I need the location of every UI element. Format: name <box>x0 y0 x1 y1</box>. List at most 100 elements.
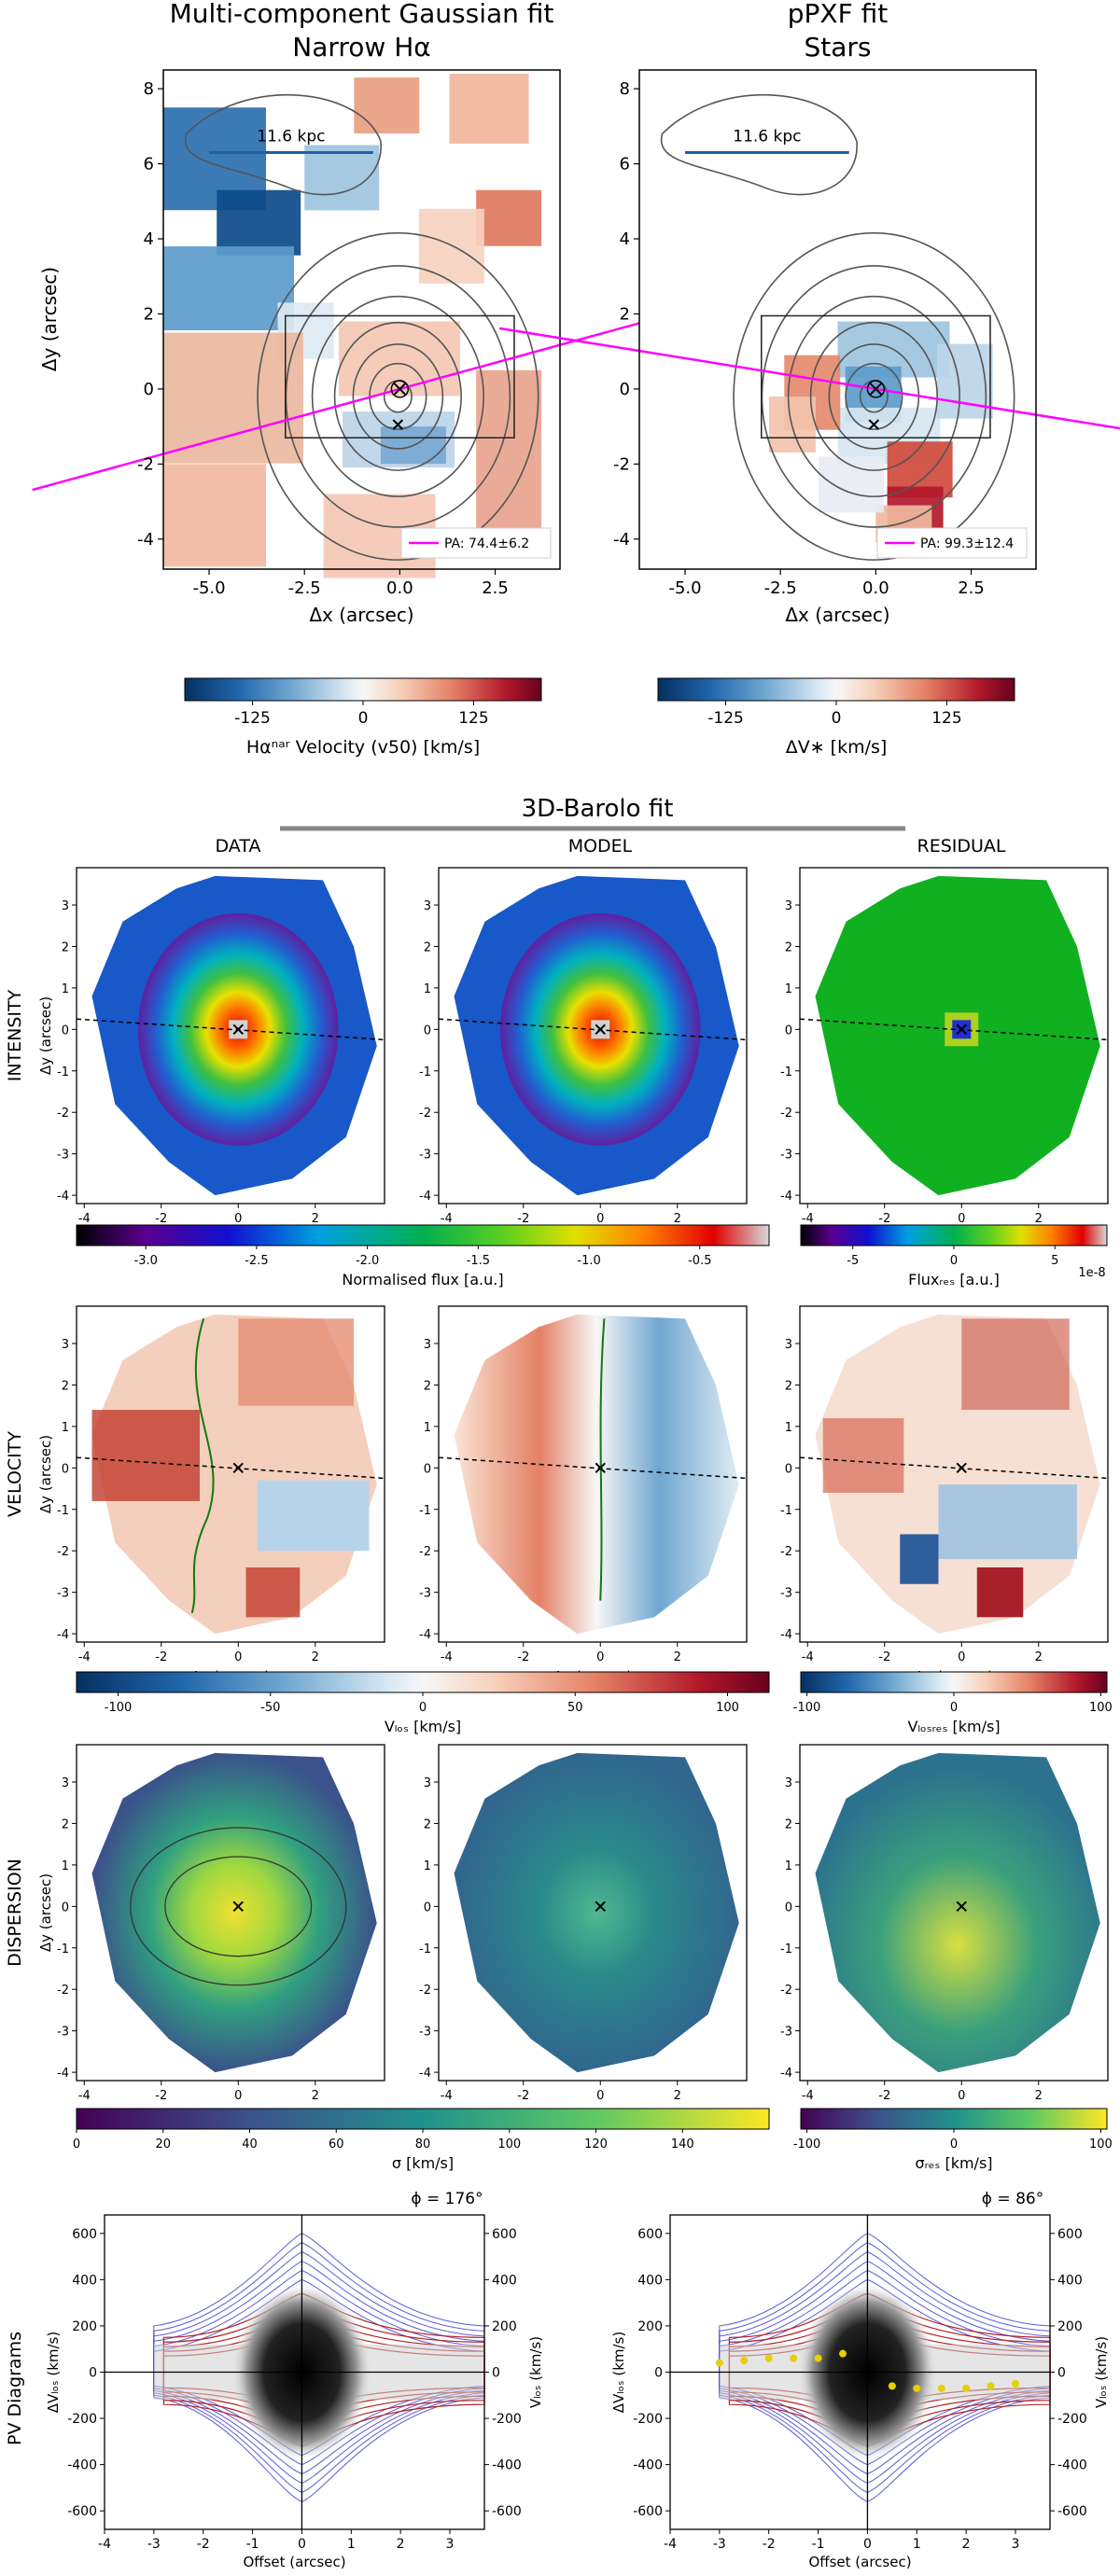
velocity-patch <box>449 74 529 145</box>
colorbar-stars <box>657 677 1015 702</box>
x-tick-label: -2 <box>878 1212 890 1226</box>
y-tick-label: 2 <box>785 940 792 954</box>
x-tick-label: -2 <box>517 1650 529 1664</box>
x-tick-label: -4 <box>78 1650 91 1664</box>
y-tick-label-right: -600 <box>1057 2504 1087 2519</box>
y-tick-label: 0 <box>144 380 154 399</box>
panel-subtitle: Stars <box>804 32 871 63</box>
y-tick-label: 3 <box>62 1776 69 1790</box>
y-tick-label-right: -400 <box>492 2458 522 2473</box>
y-axis-label-right: Vₗₒₛ (km/s) <box>527 2336 544 2408</box>
center-marker <box>956 1462 967 1474</box>
colorbar-tick-label: -1.5 <box>467 1254 490 1268</box>
colorbar-tick-label: 40 <box>242 2137 258 2151</box>
colorbar-tick-label: -1.0 <box>577 1254 600 1268</box>
y-tick-label-right: -200 <box>1057 2412 1087 2427</box>
y-tick-label-right: 200 <box>492 2319 517 2334</box>
x-tick-label: -4 <box>441 2089 453 2103</box>
y-tick-label: -4 <box>780 2067 792 2081</box>
flux-contour <box>257 231 539 561</box>
rotation-curve-point <box>839 2349 847 2358</box>
x-tick-label: -2 <box>878 2089 890 2103</box>
x-tick-label: 0 <box>596 1212 604 1226</box>
y-tick-label: 8 <box>144 79 154 99</box>
colorbar-tick-label: 60 <box>329 2137 344 2151</box>
y-tick-label: 400 <box>637 2273 663 2288</box>
x-tick-label: 0 <box>234 1212 242 1226</box>
y-tick-label: -600 <box>67 2504 97 2519</box>
y-tick-label: -3 <box>57 1587 69 1601</box>
y-tick-label: -600 <box>633 2504 663 2519</box>
colorbar-tick-label: 50 <box>567 1701 583 1715</box>
y-tick-label-right: -600 <box>492 2504 522 2519</box>
panel-frame <box>438 867 748 1204</box>
flux-contour <box>845 362 903 430</box>
x-tick-label: 2.5 <box>482 578 509 598</box>
y-tick-label: 1 <box>62 982 69 996</box>
y-tick-label: -3 <box>419 1149 431 1163</box>
colorbar-tick-label: 5 <box>1051 1254 1058 1268</box>
row-label: DISPERSION <box>5 1859 25 1967</box>
x-tick-label: -1 <box>812 2537 825 2552</box>
y-tick-label: 0 <box>785 1901 792 1915</box>
zero-velocity-contour <box>190 1318 215 1614</box>
y-tick-label: 1 <box>62 1859 69 1873</box>
secondary-marker <box>392 419 404 430</box>
colorbar-tick-label: -100 <box>793 2137 821 2151</box>
y-tick-label: 3 <box>424 899 431 913</box>
y-tick-label: 200 <box>72 2319 97 2334</box>
x-tick-label: -4 <box>78 1212 91 1226</box>
column-header: DATA <box>216 836 261 856</box>
colorbar-tick-label: 140 <box>671 2137 694 2151</box>
x-tick-label: -2 <box>155 1650 167 1664</box>
colorbar-tick-label: -0.5 <box>688 1254 711 1268</box>
res-patch-deepblue <box>900 1534 939 1584</box>
colorbar-tick-label: 0 <box>832 709 842 728</box>
y-tick-label: -3 <box>57 1149 69 1163</box>
kinematic-axis <box>799 1456 1109 1480</box>
y-tick-label-right: 400 <box>1057 2273 1083 2288</box>
colorbar-label: Vₗₒₛᵣₑₛ [km/s] <box>907 1718 1000 1735</box>
x-tick-label: 0.0 <box>862 578 889 598</box>
y-tick-label: 3 <box>424 1776 431 1790</box>
dispersion-residual-map <box>815 1752 1100 2073</box>
x-tick-label: 2 <box>312 1650 319 1664</box>
y-tick-label: -2 <box>419 1545 431 1559</box>
y-tick-label: 600 <box>637 2227 663 2242</box>
y-tick-label: -2 <box>137 454 154 474</box>
x-tick-label: 2 <box>312 2089 319 2103</box>
colorbar-tick-label: 0 <box>358 709 369 728</box>
x-tick-label: 1 <box>347 2537 356 2552</box>
y-tick-label: -1 <box>780 1065 792 1079</box>
companion-contour <box>184 93 382 196</box>
rotation-curve-point <box>715 2359 723 2367</box>
y-tick-label: -2 <box>780 1984 792 1998</box>
nucleus-marker <box>393 383 407 396</box>
colorbar <box>76 2108 770 2130</box>
center-marker <box>595 1901 606 1913</box>
y-tick-label: 3 <box>62 1338 69 1352</box>
velocity-patch <box>476 189 542 246</box>
y-tick-label: 0 <box>654 2366 663 2381</box>
x-tick-label: 2 <box>674 1212 681 1226</box>
x-tick-label: 2.5 <box>958 578 985 598</box>
flux-contour <box>333 321 462 471</box>
velocity-patch <box>163 332 303 464</box>
colorbar-tick-label: 0 <box>73 2137 80 2151</box>
kinematic-axis <box>76 1018 385 1041</box>
y-tick-label: 400 <box>72 2273 97 2288</box>
x-tick-label: 2 <box>1035 1212 1043 1226</box>
rotation-curve-point <box>937 2384 945 2392</box>
center-marker <box>232 1023 244 1036</box>
top.left-frame <box>162 69 561 570</box>
colorbar-label: Normalised flux [a.u.] <box>342 1271 503 1288</box>
x-tick-label: -2 <box>517 1212 529 1226</box>
x-tick-label: 3 <box>446 2537 455 2552</box>
x-tick-label: -2 <box>155 1212 167 1226</box>
x-tick-label: 2 <box>674 2089 681 2103</box>
panel-frame <box>76 1744 385 2082</box>
y-tick-label: 600 <box>72 2227 97 2242</box>
panel-frame <box>438 1744 748 2082</box>
kinematic-axis <box>799 1018 1109 1041</box>
y-axis-label-right: Vₗₒₛ (km/s) <box>1093 2336 1110 2408</box>
